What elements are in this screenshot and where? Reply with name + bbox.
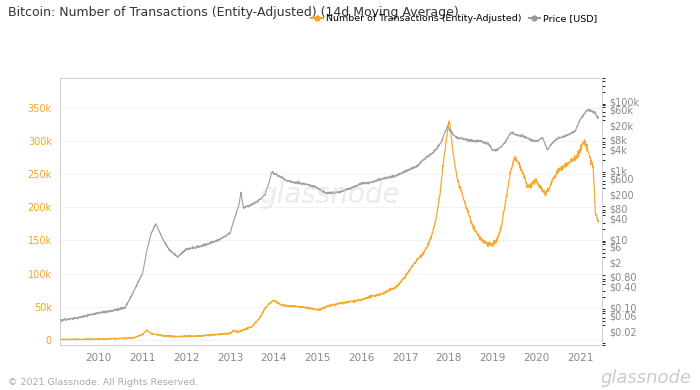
Text: glassnode: glassnode	[601, 369, 692, 387]
Text: © 2021 Glassnode. All Rights Reserved.: © 2021 Glassnode. All Rights Reserved.	[8, 378, 199, 387]
Legend: Number of Transactions (Entity-Adjusted), Price [USD]: Number of Transactions (Entity-Adjusted)…	[307, 11, 601, 27]
Text: Bitcoin: Number of Transactions (Entity-Adjusted) (14d Moving Average): Bitcoin: Number of Transactions (Entity-…	[8, 6, 459, 19]
Text: glassnode: glassnode	[258, 181, 400, 209]
